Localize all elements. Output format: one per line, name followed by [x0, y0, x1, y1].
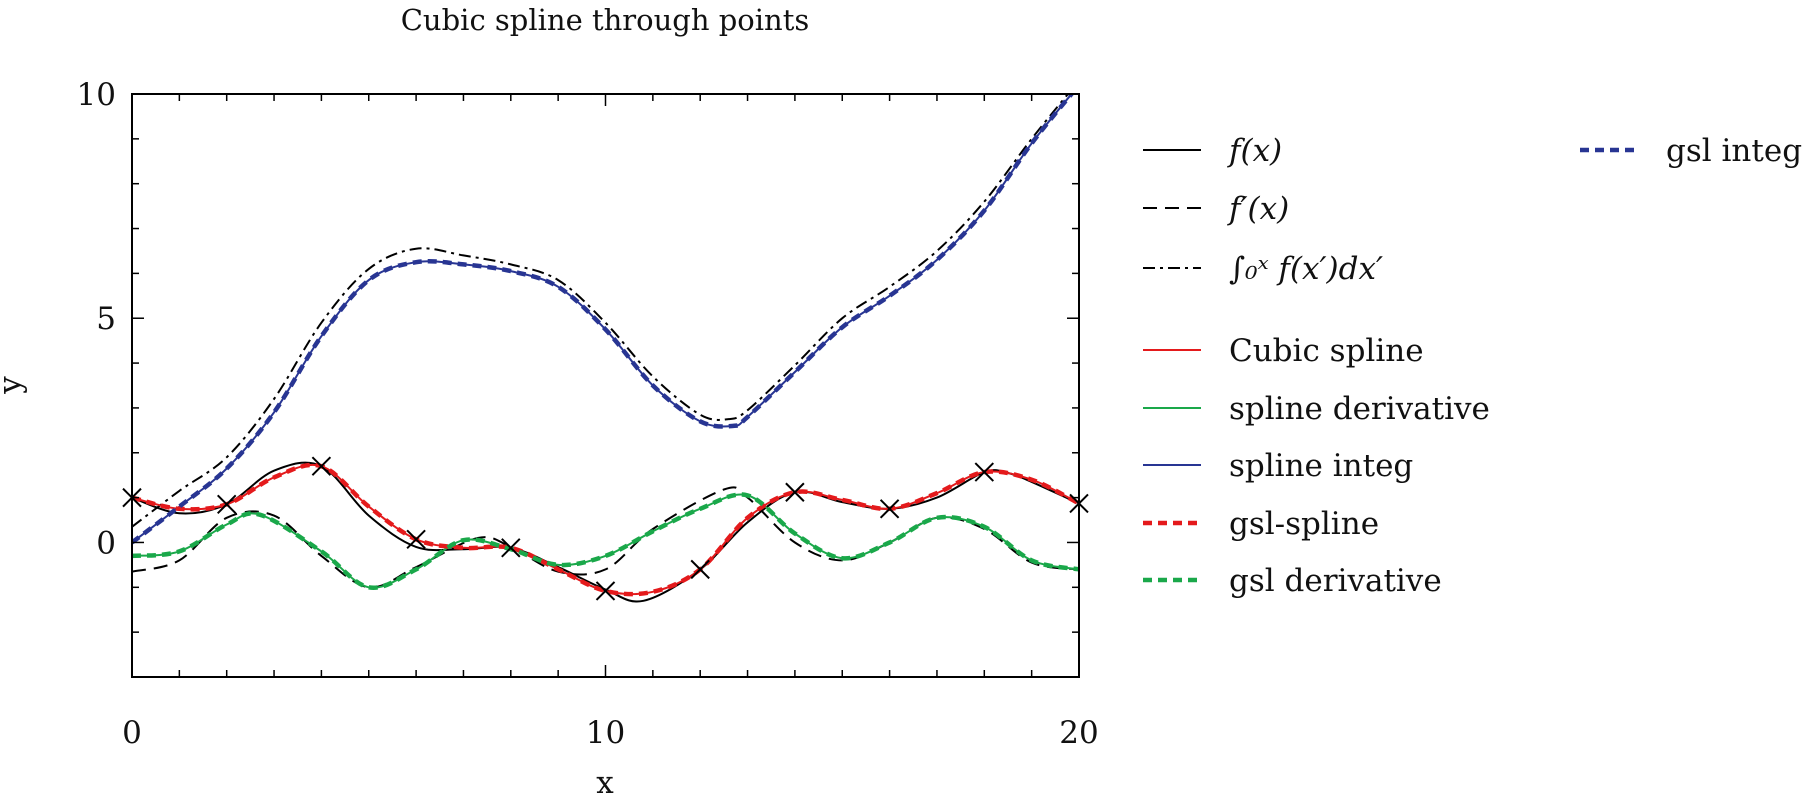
- legend-label: f(x): [1227, 133, 1282, 169]
- chart-title: Cubic spline through points: [401, 3, 810, 37]
- data-point-marker: [216, 494, 237, 515]
- axis-ticks: 0 10 20 0 5 10: [77, 77, 1099, 751]
- plot-area: 0 10 20 0 5 10: [77, 77, 1099, 751]
- series-line-f-x: [132, 461, 1079, 603]
- data-point-marker: [406, 529, 426, 550]
- series-line-spline-integ: [132, 94, 1073, 544]
- y-tick-label: 0: [96, 525, 116, 561]
- legend-entry-gsl-integ: gsl integ: [1580, 133, 1802, 169]
- legend: f(x) f′(x) ∫₀ˣ f(x′)dx′ Cubic spline spline …: [1143, 133, 1802, 599]
- legend-entry-spline-integ: spline integ: [1143, 448, 1413, 484]
- x-tick-label: 20: [1059, 715, 1098, 751]
- x-tick-label: 10: [586, 715, 625, 751]
- y-tick-label: 5: [96, 301, 116, 337]
- legend-label: spline integ: [1229, 448, 1413, 484]
- data-point-markers: [122, 456, 1089, 601]
- legend-label: gsl-spline: [1229, 506, 1379, 542]
- data-point-marker: [311, 456, 332, 476]
- legend-entry-gsl-spline: gsl-spline: [1143, 506, 1379, 542]
- legend-label: Cubic spline: [1229, 333, 1424, 369]
- data-point-marker: [595, 581, 616, 601]
- series-line-cubic-spline: [132, 464, 1079, 596]
- data-point-marker: [501, 538, 521, 558]
- data-point-marker: [690, 559, 710, 580]
- legend-entry-f-x-dx: ∫₀ˣ f(x′)dx′: [1143, 251, 1383, 287]
- legend-entry-f-x: f(x): [1143, 133, 1282, 169]
- y-axis-label: y: [0, 376, 28, 395]
- series-line-gsl-integ: [132, 94, 1075, 545]
- data-point-marker: [785, 482, 805, 502]
- legend-entry-spline-derivative: spline derivative: [1143, 391, 1490, 427]
- legend-entry-cubic-spline: Cubic spline: [1143, 333, 1424, 369]
- legend-label: gsl integ: [1666, 133, 1802, 169]
- legend-label: ∫₀ˣ f(x′)dx′: [1229, 251, 1383, 287]
- series-line-f-x-dx: [132, 94, 1070, 528]
- series-line-spline-derivative: [132, 493, 1079, 589]
- legend-label: spline derivative: [1229, 391, 1490, 427]
- x-axis-label: x: [596, 765, 614, 801]
- legend-label: f′(x): [1227, 191, 1289, 227]
- y-tick-label: 10: [77, 77, 116, 113]
- series-layer: [132, 94, 1079, 603]
- data-point-marker: [974, 462, 995, 482]
- x-tick-label: 0: [122, 715, 142, 751]
- series-line-gsl-spline: [132, 462, 1079, 597]
- series-line-f-x: [132, 486, 1079, 589]
- series-line-gsl-derivative: [132, 492, 1079, 590]
- legend-label: gsl derivative: [1229, 563, 1442, 599]
- legend-entry-f-x: f′(x): [1143, 191, 1289, 227]
- data-point-marker: [879, 499, 900, 519]
- legend-entry-gsl-derivative: gsl derivative: [1143, 563, 1442, 599]
